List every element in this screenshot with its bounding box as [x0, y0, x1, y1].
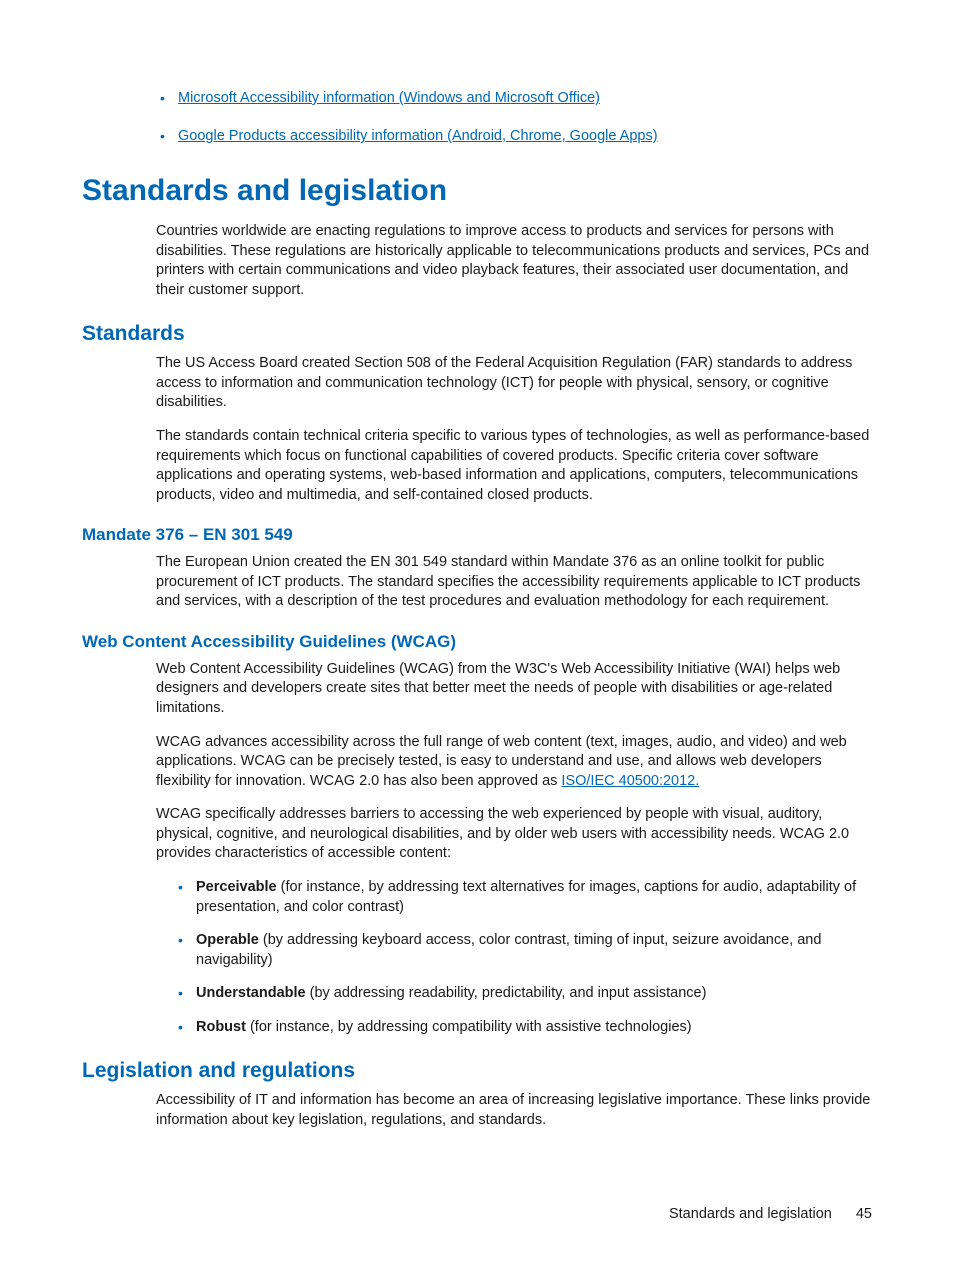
wcag-p2: WCAG advances accessibility across the f…	[82, 733, 872, 792]
term-robust: Robust	[196, 1019, 246, 1035]
intro-paragraph: Countries worldwide are enacting regulat…	[82, 222, 872, 300]
term-understandable: Understandable	[196, 985, 306, 1001]
term-operable: Operable	[196, 932, 259, 948]
link-microsoft-accessibility[interactable]: Microsoft Accessibility information (Win…	[178, 90, 600, 106]
heading-standards-legislation: Standards and legislation	[82, 174, 872, 208]
list-item: Perceivable (for instance, by addressing…	[196, 878, 872, 917]
heading-wcag: Web Content Accessibility Guidelines (WC…	[82, 632, 872, 652]
legislation-p1: Accessibility of IT and information has …	[82, 1091, 872, 1130]
link-iso-iec-40500[interactable]: ISO/IEC 40500:2012.	[561, 773, 699, 789]
link-google-accessibility[interactable]: Google Products accessibility informatio…	[178, 128, 658, 144]
standards-p1: The US Access Board created Section 508 …	[82, 354, 872, 413]
heading-legislation-regulations: Legislation and regulations	[82, 1059, 872, 1083]
wcag-principles-list: Perceivable (for instance, by addressing…	[82, 878, 872, 1037]
wcag-p2-text: WCAG advances accessibility across the f…	[156, 734, 847, 789]
wcag-p1: Web Content Accessibility Guidelines (WC…	[82, 660, 872, 719]
list-item: Microsoft Accessibility information (Win…	[178, 90, 872, 106]
top-links-list: Microsoft Accessibility information (Win…	[82, 90, 872, 144]
heading-mandate-376: Mandate 376 – EN 301 549	[82, 525, 872, 545]
standards-p2: The standards contain technical criteria…	[82, 427, 872, 505]
footer-label: Standards and legislation	[669, 1206, 832, 1222]
term-perceivable: Perceivable	[196, 879, 277, 895]
list-item: Understandable (by addressing readabilit…	[196, 984, 872, 1004]
desc-operable: (by addressing keyboard access, color co…	[196, 932, 821, 968]
desc-understandable: (by addressing readability, predictabili…	[306, 985, 707, 1001]
list-item: Operable (by addressing keyboard access,…	[196, 931, 872, 970]
wcag-p3: WCAG specifically addresses barriers to …	[82, 805, 872, 864]
desc-perceivable: (for instance, by addressing text altern…	[196, 879, 856, 915]
mandate-p1: The European Union created the EN 301 54…	[82, 553, 872, 612]
page-number: 45	[856, 1206, 872, 1222]
page-footer: Standards and legislation 45	[669, 1206, 872, 1222]
list-item: Robust (for instance, by addressing comp…	[196, 1018, 872, 1038]
heading-standards: Standards	[82, 322, 872, 346]
desc-robust: (for instance, by addressing compatibili…	[246, 1019, 692, 1035]
list-item: Google Products accessibility informatio…	[178, 128, 872, 144]
